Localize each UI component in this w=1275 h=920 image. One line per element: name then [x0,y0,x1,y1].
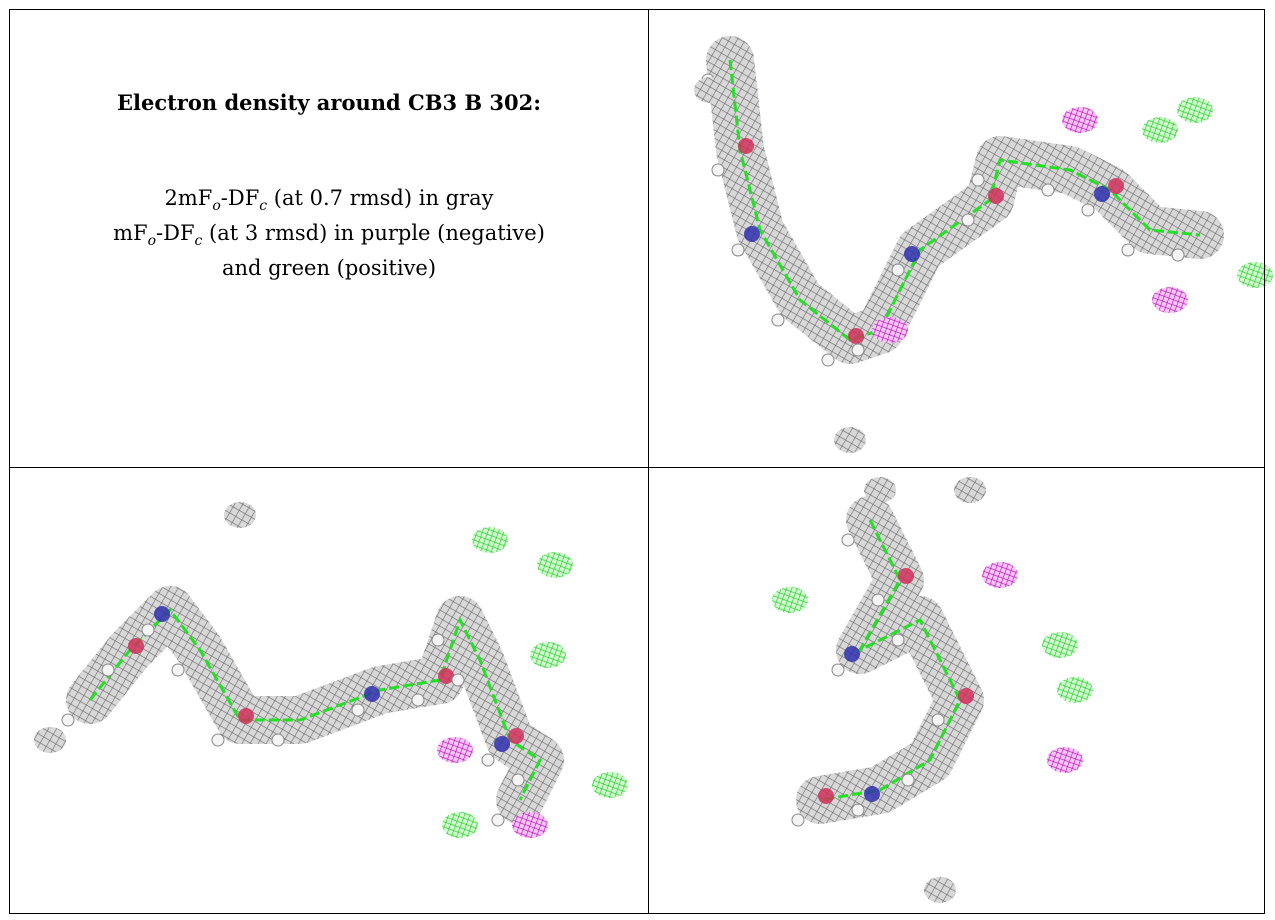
difference-blob [834,427,866,453]
difference-blob [592,772,628,798]
difference-blob [437,737,473,763]
difference-blob [1177,97,1213,123]
difference-blob [694,77,726,103]
atom-o [848,328,864,344]
hydrogen [711,163,725,177]
difference-blob [512,812,548,838]
hydrogen [1121,243,1135,257]
atom-o [988,188,1004,204]
hydrogen [901,773,915,787]
hydrogen [871,593,885,607]
caption-text: (at 0.7 rmsd) in gray [267,186,494,210]
hydrogen [211,733,225,747]
atom-o [898,568,914,584]
caption-text: (at 3 rmsd) in purple (negative) [202,221,545,246]
atom-n [744,226,760,242]
hydrogen [1171,248,1185,262]
atom-o [128,638,144,654]
hydrogen [771,313,785,327]
hydrogen [1041,183,1055,197]
hydrogen [841,533,855,547]
caption-text: -DF [220,186,260,210]
hydrogen [831,663,845,677]
caption-text: o [212,198,221,215]
caption-line: 2mFo-DFc (at 0.7 rmsd) in gray [10,185,648,220]
difference-blob [1042,632,1078,658]
caption-text: c [259,198,268,215]
hydrogen [491,813,505,827]
atom-n [904,246,920,262]
difference-blob [864,477,896,503]
atom-o [818,788,834,804]
difference-blob [1047,747,1083,773]
atom-o [1108,178,1124,194]
atom-o [958,688,974,704]
hydrogen [101,663,115,677]
atom-n [864,786,880,802]
atom-o [438,668,454,684]
hydrogen [851,803,865,817]
hydrogen [61,713,75,727]
difference-blob [1057,677,1093,703]
density-mesh [66,586,564,824]
difference-blob [982,562,1018,588]
difference-blob [537,552,573,578]
caption-text: -DF [156,221,195,246]
hydrogen [731,243,745,257]
hydrogen [481,753,495,767]
difference-blob [1142,117,1178,143]
hydrogen [451,673,465,687]
difference-blob [472,527,508,553]
atom-n [364,686,380,702]
caption-text: 2mF [164,186,213,210]
difference-blob [872,317,908,343]
atom-n [494,736,510,752]
caption-line: mFo-DFc (at 3 rmsd) in purple (negative) [10,220,648,255]
caption-line: and green (positive) [10,255,648,282]
hydrogen [1081,203,1095,217]
difference-blob [224,502,256,528]
hydrogen [891,263,905,277]
hydrogen [791,813,805,827]
density-images [34,36,1273,903]
atom-n [154,606,170,622]
caption-title: Electron density around CB3 B 302: [116,90,542,115]
difference-blob [442,812,478,838]
difference-blob [1237,262,1273,288]
atom-o [738,138,754,154]
hydrogen [411,693,425,707]
hydrogen [171,663,185,677]
hydrogen [961,213,975,227]
hydrogen [971,173,985,187]
hydrogen [931,713,945,727]
caption-text: mF [113,221,148,246]
atom-n [1094,186,1110,202]
difference-blob [34,727,66,753]
difference-blob [1062,107,1098,133]
difference-blob [954,477,986,503]
hydrogen [141,623,155,637]
caption: Electron density around CB3 B 302: 2mFo-… [10,90,648,282]
caption-text: and green (positive) [221,256,437,281]
atom-n [844,646,860,662]
difference-blob [924,877,956,903]
caption-text: c [194,233,203,250]
hydrogen [851,343,865,357]
hydrogen [271,733,285,747]
caption-text: o [147,233,157,250]
hydrogen [511,773,525,787]
atom-o [508,728,524,744]
hydrogen [351,703,365,717]
difference-blob [772,587,808,613]
atom-o [238,708,254,724]
difference-blob [1152,287,1188,313]
hydrogen [891,633,905,647]
table-border [9,9,1265,914]
hydrogen [431,633,445,647]
hydrogen [821,353,835,367]
model-bonds [819,519,962,802]
difference-blob [530,642,566,668]
